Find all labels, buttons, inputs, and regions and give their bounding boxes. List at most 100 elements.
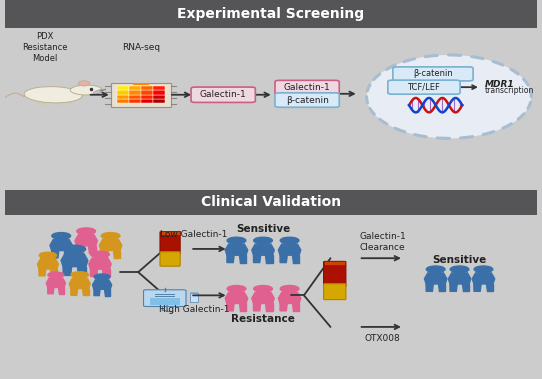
Polygon shape xyxy=(252,292,274,304)
Polygon shape xyxy=(279,244,301,255)
Bar xyxy=(190,292,198,293)
Bar xyxy=(141,86,153,91)
Bar xyxy=(117,99,129,103)
Polygon shape xyxy=(91,269,98,277)
Polygon shape xyxy=(239,255,246,263)
Polygon shape xyxy=(266,255,273,263)
Polygon shape xyxy=(279,292,301,304)
Polygon shape xyxy=(239,304,246,311)
Bar xyxy=(160,231,179,235)
FancyBboxPatch shape xyxy=(160,232,180,255)
Polygon shape xyxy=(472,273,495,284)
Text: β-catenin: β-catenin xyxy=(286,96,328,105)
Circle shape xyxy=(101,233,120,239)
Polygon shape xyxy=(104,289,110,296)
Circle shape xyxy=(77,228,95,235)
FancyBboxPatch shape xyxy=(275,80,339,95)
Text: TCF/LEF: TCF/LEF xyxy=(408,83,441,92)
Ellipse shape xyxy=(24,87,82,103)
Bar xyxy=(5,190,537,216)
Polygon shape xyxy=(99,240,122,251)
Circle shape xyxy=(94,274,110,280)
Polygon shape xyxy=(266,304,273,311)
Text: transcription: transcription xyxy=(485,86,534,94)
Ellipse shape xyxy=(70,85,102,95)
FancyBboxPatch shape xyxy=(393,67,473,81)
Polygon shape xyxy=(450,284,457,291)
Text: Clinical Validation: Clinical Validation xyxy=(201,196,341,210)
Bar xyxy=(129,91,141,95)
Polygon shape xyxy=(280,304,287,311)
Polygon shape xyxy=(474,284,481,291)
Polygon shape xyxy=(426,284,433,291)
Bar xyxy=(129,86,141,91)
Circle shape xyxy=(91,251,109,258)
Text: Low Galectin-1: Low Galectin-1 xyxy=(160,230,228,240)
FancyBboxPatch shape xyxy=(324,262,346,287)
Bar xyxy=(153,95,165,99)
Text: MDR1: MDR1 xyxy=(485,80,514,89)
Bar xyxy=(117,91,129,95)
Ellipse shape xyxy=(366,55,531,138)
Text: Galectin-1
Clearance: Galectin-1 Clearance xyxy=(359,232,406,252)
Text: Galectin-1: Galectin-1 xyxy=(284,83,331,92)
Bar xyxy=(5,0,537,28)
Bar xyxy=(141,99,153,103)
Polygon shape xyxy=(46,278,66,287)
Polygon shape xyxy=(252,244,274,255)
Polygon shape xyxy=(292,255,299,263)
Circle shape xyxy=(280,285,299,292)
FancyBboxPatch shape xyxy=(160,252,180,266)
Polygon shape xyxy=(39,269,46,276)
Bar xyxy=(117,86,129,91)
Bar xyxy=(129,99,141,103)
Polygon shape xyxy=(227,304,234,311)
Polygon shape xyxy=(76,246,84,253)
Text: β-catenin: β-catenin xyxy=(413,69,453,78)
Circle shape xyxy=(52,233,70,239)
Polygon shape xyxy=(424,273,447,284)
Bar xyxy=(150,298,179,305)
Polygon shape xyxy=(462,284,469,291)
FancyBboxPatch shape xyxy=(388,80,460,94)
FancyBboxPatch shape xyxy=(324,283,346,300)
Circle shape xyxy=(427,266,445,273)
Text: Resistance: Resistance xyxy=(231,315,295,324)
Text: Sensitive: Sensitive xyxy=(433,255,487,265)
Bar xyxy=(141,91,153,95)
Circle shape xyxy=(71,272,88,278)
Circle shape xyxy=(474,266,493,273)
Circle shape xyxy=(48,272,64,278)
Polygon shape xyxy=(71,288,78,295)
Text: Experimental Screening: Experimental Screening xyxy=(177,7,365,21)
Bar xyxy=(153,91,165,95)
Circle shape xyxy=(63,245,86,253)
Bar xyxy=(111,83,171,107)
Polygon shape xyxy=(225,292,248,304)
Bar xyxy=(190,293,198,302)
Text: Sensitive: Sensitive xyxy=(236,224,290,235)
Polygon shape xyxy=(75,235,98,246)
Polygon shape xyxy=(448,273,471,284)
Polygon shape xyxy=(254,255,261,263)
Polygon shape xyxy=(82,288,89,295)
FancyBboxPatch shape xyxy=(275,93,339,107)
Polygon shape xyxy=(78,267,86,276)
Polygon shape xyxy=(486,284,493,291)
Polygon shape xyxy=(63,267,72,276)
Circle shape xyxy=(254,237,273,244)
Ellipse shape xyxy=(78,81,90,86)
Circle shape xyxy=(227,285,246,292)
Circle shape xyxy=(254,285,273,292)
Polygon shape xyxy=(227,255,234,263)
Polygon shape xyxy=(50,240,73,251)
Bar xyxy=(133,83,149,85)
Polygon shape xyxy=(63,251,70,258)
Text: High Galectin-1: High Galectin-1 xyxy=(159,305,229,314)
Bar xyxy=(324,261,345,265)
Bar xyxy=(153,86,165,91)
Polygon shape xyxy=(93,280,112,289)
Text: PDX
Resistance
Model: PDX Resistance Model xyxy=(23,32,68,63)
Polygon shape xyxy=(225,244,248,255)
Text: RNA-seq: RNA-seq xyxy=(122,43,160,52)
